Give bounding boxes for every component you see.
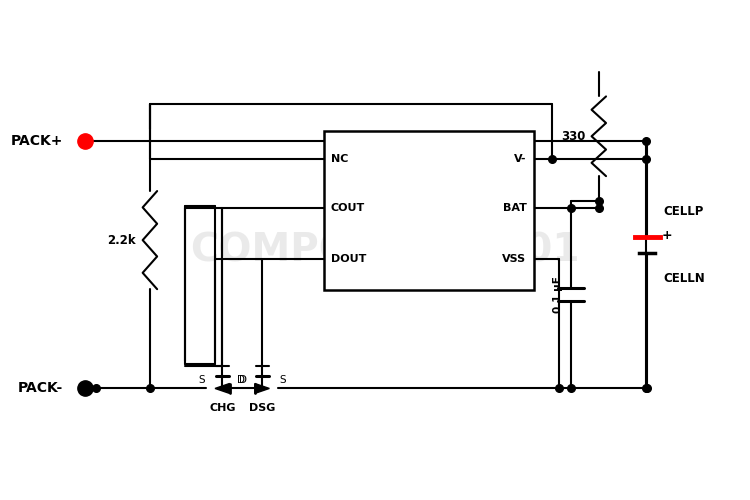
Text: CELLP: CELLP bbox=[663, 206, 704, 218]
Text: S: S bbox=[199, 375, 206, 385]
Text: NC: NC bbox=[331, 154, 348, 164]
Text: CHG: CHG bbox=[209, 404, 236, 413]
Text: 0.1 μF: 0.1 μF bbox=[554, 276, 563, 313]
Text: CELLN: CELLN bbox=[663, 272, 705, 284]
Text: DOUT: DOUT bbox=[331, 254, 366, 264]
Text: S: S bbox=[279, 375, 286, 385]
Text: COUT: COUT bbox=[331, 203, 365, 213]
Text: 330: 330 bbox=[562, 130, 586, 143]
Polygon shape bbox=[255, 384, 269, 394]
Text: 2.2k: 2.2k bbox=[106, 234, 136, 246]
Text: PACK+: PACK+ bbox=[10, 134, 63, 148]
Text: PACK-: PACK- bbox=[18, 382, 63, 396]
Text: COMPONENTS101: COMPONENTS101 bbox=[190, 231, 580, 269]
Text: +: + bbox=[662, 228, 673, 241]
Text: D: D bbox=[237, 375, 245, 385]
Text: D: D bbox=[239, 375, 248, 385]
Text: V-: V- bbox=[514, 154, 526, 164]
Text: VSS: VSS bbox=[503, 254, 526, 264]
Text: DSG: DSG bbox=[249, 404, 275, 413]
Polygon shape bbox=[215, 384, 229, 394]
Bar bbox=[324, 132, 534, 290]
Text: BAT: BAT bbox=[503, 203, 526, 213]
